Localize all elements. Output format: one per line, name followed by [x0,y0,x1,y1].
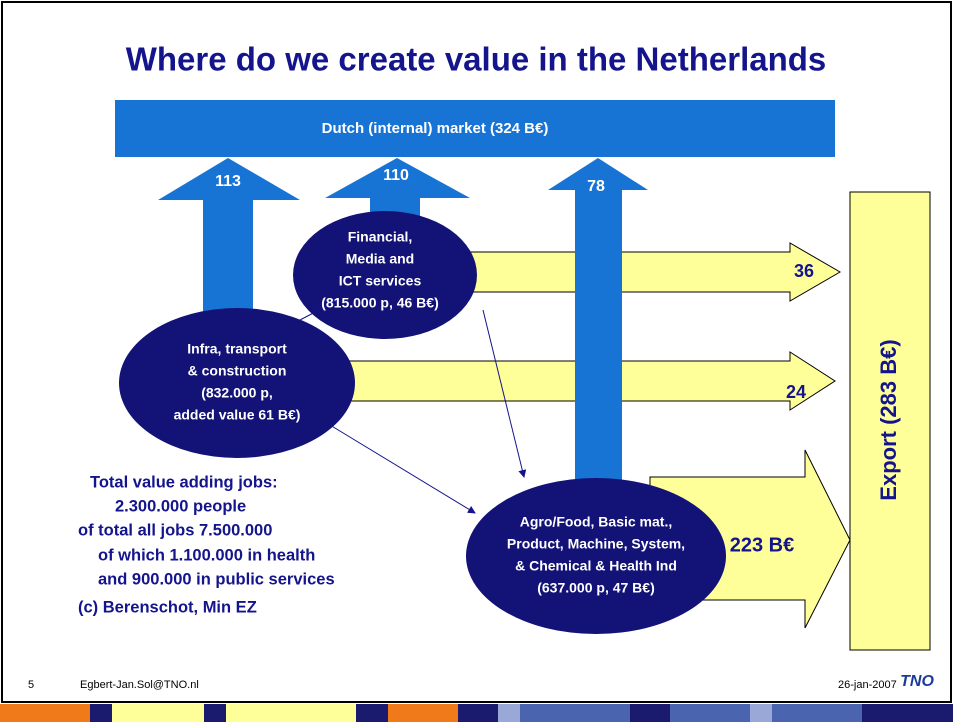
flow-label: 110 [383,167,409,184]
flow-label: 223 B€ [730,534,795,556]
flow-label: 24 [786,382,806,402]
flow-arrow [548,158,648,490]
node [466,478,726,634]
frame [1,1,952,703]
node-label: Agro/Food, Basic mat., [520,514,672,530]
node-label: Product, Machine, System, [507,536,685,552]
connector [482,309,527,478]
author: Egbert-Jan.Sol@TNO.nl [80,679,199,691]
note: of total all jobs 7.500.000 [78,521,272,539]
note: (c) Berenschot, Min EZ [78,598,257,616]
logo: TNO [900,673,934,690]
market-bar [115,100,835,157]
export-box [849,191,931,651]
node [119,308,355,458]
node-label: (815.000 p, 46 B€) [321,295,439,311]
node-label: (832.000 p, [201,385,273,401]
title: Where do we create value in the Netherla… [126,41,827,78]
node-label: Media and [346,251,414,267]
note: 2.300.000 people [115,497,246,515]
page-number: 5 [28,679,34,691]
date: 26-jan-2007 [838,679,897,691]
node-label: Infra, transport [187,341,287,357]
note: of which 1.100.000 in health [98,546,315,564]
flow-arrow [299,351,836,411]
node-label: & Chemical & Health Ind [515,558,677,574]
node-label: Financial, [348,229,413,245]
node [293,211,477,339]
flow-label: 36 [794,261,814,281]
node-label: & construction [188,363,287,379]
flow-arrow [325,158,470,240]
flow-label: 113 [215,173,241,190]
flow-label: 78 [587,178,605,195]
bottom-strip [0,704,953,722]
market-label: Dutch (internal) market (324 B€) [322,120,549,137]
node-label: (637.000 p, 47 B€) [537,580,655,596]
connector [329,424,476,514]
connector [299,299,339,321]
note: Total value adding jobs: [90,473,278,491]
export-label: Export (283 B€) [876,339,901,500]
node-label: ICT services [339,273,422,289]
node-label: added value 61 B€) [174,407,301,423]
flow-arrow [158,158,300,340]
note: and 900.000 in public services [98,570,335,588]
